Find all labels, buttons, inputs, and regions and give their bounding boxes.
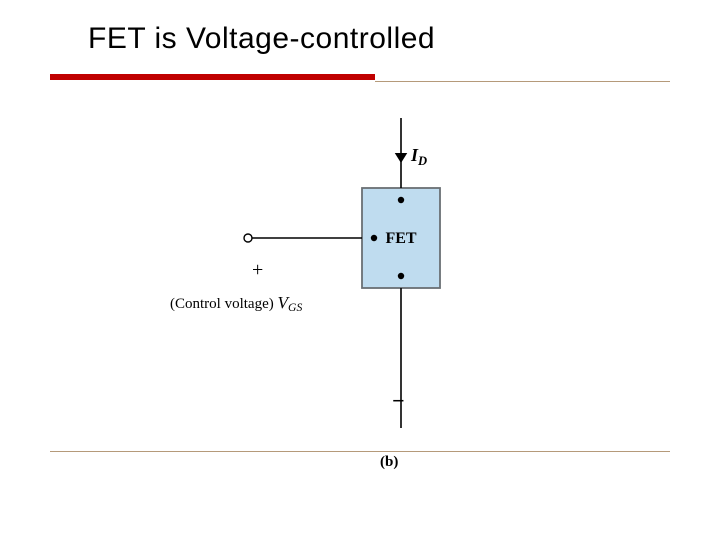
svg-text:FET: FET xyxy=(385,230,416,247)
fet-diagram: FET ID + − (Control voltage) VGS (b) xyxy=(170,108,520,478)
title-underline-thin xyxy=(375,81,670,82)
svg-text:ID: ID xyxy=(410,145,427,168)
fet-diagram-svg: FET ID + − (Control voltage) VGS (b) xyxy=(170,108,520,478)
svg-text:(Control voltage) VGS: (Control voltage) VGS xyxy=(170,293,302,314)
slide-title: FET is Voltage-controlled xyxy=(88,22,435,56)
svg-text:−: − xyxy=(392,388,405,413)
svg-text:+: + xyxy=(252,259,263,281)
title-underline-red xyxy=(50,74,375,80)
svg-text:(b): (b) xyxy=(380,454,398,470)
slide: FET is Voltage-controlled FET ID + − (Contro… xyxy=(0,0,720,540)
